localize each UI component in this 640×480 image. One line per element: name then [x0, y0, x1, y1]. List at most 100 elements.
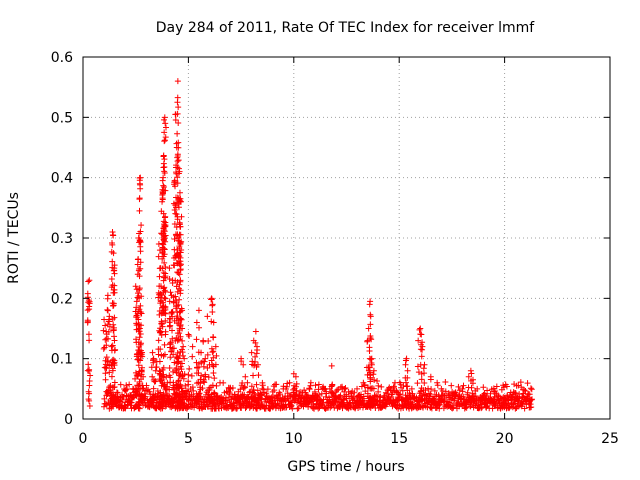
- data-point: [239, 379, 246, 386]
- data-point: [179, 325, 186, 332]
- data-point: [416, 326, 423, 333]
- x-tick-label: 20: [496, 431, 514, 447]
- data-point: [492, 387, 499, 394]
- data-point: [200, 363, 207, 370]
- data-point: [421, 361, 428, 368]
- data-point: [109, 258, 116, 265]
- data-point: [397, 391, 404, 398]
- data-point: [167, 339, 174, 346]
- data-point: [174, 130, 181, 137]
- data-point: [177, 223, 184, 230]
- data-point: [198, 349, 205, 356]
- data-point: [205, 403, 212, 410]
- data-point: [174, 174, 181, 181]
- data-point: [160, 364, 167, 371]
- data-point: [295, 405, 302, 412]
- data-point: [422, 386, 429, 393]
- data-point: [100, 327, 107, 334]
- y-tick-label: 0: [64, 412, 73, 428]
- data-point: [138, 340, 145, 347]
- data-point: [385, 385, 392, 392]
- data-point: [84, 307, 91, 314]
- data-point: [460, 382, 467, 389]
- data-point: [374, 378, 381, 385]
- data-point: [159, 402, 166, 409]
- data-point: [465, 373, 472, 380]
- data-point: [212, 361, 219, 368]
- data-point: [318, 402, 325, 409]
- data-point: [188, 372, 195, 379]
- data-point: [201, 358, 208, 365]
- data-point: [290, 395, 297, 402]
- data-point: [175, 120, 182, 127]
- data-point: [209, 382, 216, 389]
- data-point: [173, 144, 180, 151]
- data-point: [155, 337, 162, 344]
- data-point: [500, 394, 507, 401]
- data-point: [136, 207, 143, 214]
- data-point: [161, 129, 168, 136]
- data-point: [200, 337, 207, 344]
- data-point: [189, 343, 196, 350]
- data-point: [268, 394, 275, 401]
- data-point: [135, 362, 142, 369]
- data-point: [415, 397, 422, 404]
- data-point: [136, 328, 143, 335]
- data-points: [84, 78, 536, 412]
- data-point: [175, 378, 182, 385]
- data-point: [126, 381, 133, 388]
- data-point: [103, 342, 110, 349]
- data-point: [237, 386, 244, 393]
- data-point: [172, 210, 179, 217]
- data-point: [250, 395, 257, 402]
- x-axis-label: GPS time / hours: [287, 459, 404, 475]
- data-point: [111, 282, 118, 289]
- data-point: [402, 379, 409, 386]
- data-point: [175, 358, 182, 365]
- data-point: [162, 238, 169, 245]
- axis-ticks: 0 5 10 15 20 25 0 0.1 0.2 0.3 0.4 0.5 0.6: [51, 50, 619, 447]
- data-point: [106, 369, 113, 376]
- data-point: [169, 327, 176, 334]
- data-point: [512, 397, 519, 404]
- data-point: [365, 325, 372, 332]
- data-point: [367, 378, 374, 385]
- data-point: [148, 399, 155, 406]
- data-point: [200, 378, 207, 385]
- data-point: [189, 353, 196, 360]
- data-point: [210, 348, 217, 355]
- data-point: [468, 384, 475, 391]
- data-point: [480, 384, 487, 391]
- data-point: [519, 400, 526, 407]
- data-point: [161, 341, 168, 348]
- data-point: [210, 354, 217, 361]
- data-point: [177, 333, 184, 340]
- data-point: [402, 361, 409, 368]
- data-point: [418, 353, 425, 360]
- data-point: [160, 184, 167, 191]
- data-point: [250, 362, 257, 369]
- data-point: [110, 327, 117, 334]
- data-point: [111, 289, 118, 296]
- data-point: [244, 379, 251, 386]
- data-point: [112, 346, 119, 353]
- data-point: [332, 388, 339, 395]
- data-point: [104, 390, 111, 397]
- data-point: [178, 246, 185, 253]
- data-point: [161, 138, 168, 145]
- data-point: [524, 380, 531, 387]
- data-point: [170, 345, 177, 352]
- data-point: [503, 383, 510, 390]
- data-point: [160, 153, 167, 160]
- data-point: [174, 158, 181, 165]
- data-point: [161, 284, 168, 291]
- data-point: [469, 376, 476, 383]
- data-point: [160, 164, 167, 171]
- data-point: [109, 342, 116, 349]
- data-point: [242, 373, 249, 380]
- data-point: [169, 313, 176, 320]
- data-point: [86, 337, 93, 344]
- data-point: [248, 403, 255, 410]
- data-point: [528, 396, 535, 403]
- y-tick-label: 0.3: [51, 231, 73, 247]
